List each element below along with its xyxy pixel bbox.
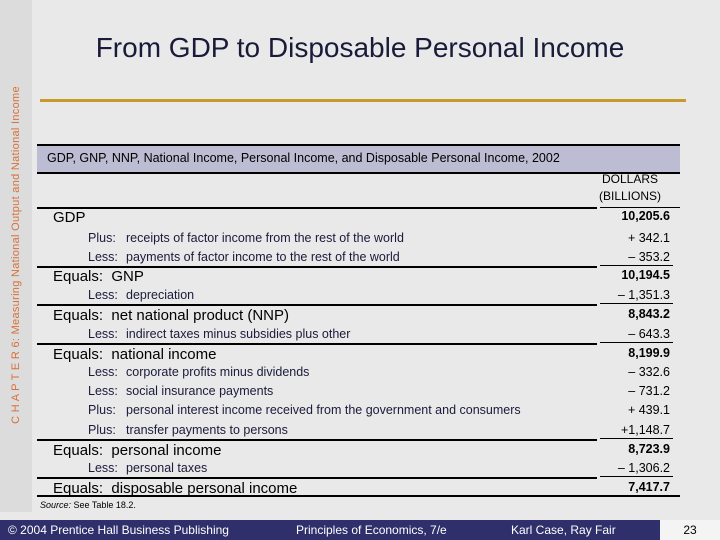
- row-label: net national product (NNP): [111, 307, 289, 324]
- row-label: GNP: [111, 268, 144, 285]
- row-label: national income: [111, 346, 217, 363]
- table-bottom-rule: [37, 495, 680, 497]
- row-prefix: Equals:: [53, 346, 104, 363]
- row-nnp-label: Equals: net national product (NNP): [53, 307, 289, 324]
- column-header: DOLLARS (BILLIONS): [580, 171, 680, 205]
- row-label: receipts of factor income from the rest …: [126, 231, 404, 245]
- footer-copyright: © 2004 Prentice Hall Business Publishing: [8, 523, 229, 537]
- row-prefix: Plus:: [88, 231, 116, 245]
- row-divider: [600, 207, 680, 208]
- row-divider: [37, 343, 597, 345]
- table-heading: GDP, GNP, NNP, National Income, Personal…: [47, 151, 560, 165]
- table-heading-bar: GDP, GNP, NNP, National Income, Personal…: [37, 144, 680, 174]
- row-prefix: Less:: [88, 461, 118, 475]
- row-personal-interest-value: + 439.1: [627, 403, 670, 417]
- row-prefix: Less:: [88, 327, 118, 341]
- row-indirect-taxes-label: Less: indirect taxes minus subsidies plus…: [88, 327, 350, 341]
- row-divider: [37, 439, 597, 441]
- row-disposable-income-value: 7,417.7: [628, 480, 670, 494]
- page-number: 23: [683, 523, 697, 537]
- row-prefix: Less:: [88, 288, 118, 302]
- row-personal-income-label: Equals: personal income: [53, 442, 221, 459]
- row-transfer-payments-label: Plus: transfer payments to persons: [88, 423, 288, 437]
- row-prefix: Plus:: [88, 423, 116, 437]
- source-label: Source:: [40, 500, 72, 510]
- row-label: corporate profits minus dividends: [126, 365, 310, 379]
- row-social-insurance-value: – 731.2: [628, 384, 670, 398]
- subtotal-rule: [600, 438, 673, 439]
- row-label: GDP: [53, 209, 86, 226]
- row-national-income-value: 8,199.9: [628, 346, 670, 360]
- row-label: transfer payments to persons: [126, 423, 288, 437]
- row-gdp-value: 10,205.6: [621, 209, 670, 223]
- row-depreciation-label: Less: depreciation: [88, 288, 194, 302]
- row-prefix: Equals:: [53, 480, 104, 497]
- row-corporate-profits-label: Less: corporate profits minus dividends: [88, 365, 309, 379]
- row-payments-value: – 353.2: [628, 250, 670, 264]
- row-label: depreciation: [126, 288, 195, 302]
- row-personal-taxes-label: Less: personal taxes: [88, 461, 207, 475]
- row-prefix: Equals:: [53, 268, 104, 285]
- row-national-income-label: Equals: national income: [53, 346, 216, 363]
- row-label: payments of factor income to the rest of…: [126, 250, 400, 264]
- row-divider: [37, 477, 597, 479]
- row-prefix: Equals:: [53, 442, 104, 459]
- row-gdp-label: GDP: [53, 209, 86, 226]
- row-prefix: Less:: [88, 384, 118, 398]
- title-divider: [40, 99, 686, 102]
- slide-title: From GDP to Disposable Personal Income: [95, 32, 625, 63]
- row-personal-taxes-value: – 1,306.2: [617, 461, 670, 475]
- row-label: personal taxes: [126, 461, 208, 475]
- row-prefix: Equals:: [53, 307, 104, 324]
- row-personal-income-value: 8,723.9: [628, 442, 670, 456]
- page-number-box: 23: [660, 520, 720, 540]
- subtotal-rule: [600, 476, 673, 477]
- row-label: personal income: [111, 442, 222, 459]
- row-label: disposable personal income: [111, 480, 298, 497]
- source-note: Source: See Table 18.2.: [40, 500, 136, 510]
- row-social-insurance-label: Less: social insurance payments: [88, 384, 273, 398]
- subtotal-rule: [600, 342, 673, 343]
- row-receipts-label: Plus: receipts of factor income from the …: [88, 231, 404, 245]
- row-payments-label: Less: payments of factor income to the re…: [88, 250, 400, 264]
- row-divider: [37, 207, 597, 209]
- row-divider: [37, 304, 597, 306]
- row-divider: [37, 266, 597, 268]
- row-gnp-label: Equals: GNP: [53, 268, 144, 285]
- row-label: indirect taxes minus subsidies plus othe…: [126, 327, 351, 341]
- row-prefix: Less:: [88, 365, 118, 379]
- column-header-line2: (BILLIONS): [598, 189, 661, 203]
- row-nnp-value: 8,843.2: [628, 307, 670, 321]
- footer-book-title: Principles of Economics, 7/e: [296, 523, 447, 537]
- row-prefix: Less:: [88, 250, 118, 264]
- row-depreciation-value: – 1,351.3: [617, 288, 670, 302]
- row-personal-interest-label: Plus: personal interest income received f…: [88, 403, 521, 417]
- subtotal-rule: [600, 265, 673, 266]
- row-indirect-taxes-value: – 643.3: [628, 327, 670, 341]
- row-label: social insurance payments: [126, 384, 274, 398]
- subtotal-rule: [600, 303, 673, 304]
- row-transfer-payments-value: +1,148.7: [620, 423, 670, 437]
- row-corporate-profits-value: – 332.6: [628, 365, 670, 379]
- column-header-line1: DOLLARS: [601, 172, 659, 186]
- source-text: See Table 18.2.: [73, 500, 136, 510]
- row-gnp-value: 10,194.5: [621, 268, 670, 282]
- row-label: personal interest income received from t…: [126, 403, 521, 417]
- footer-authors: Karl Case, Ray Fair: [511, 523, 616, 537]
- chapter-sidebar-text: C H A P T E R 6: Measuring National Outp…: [10, 86, 22, 424]
- row-receipts-value: + 342.1: [627, 231, 670, 245]
- footer-bar: © 2004 Prentice Hall Business Publishing…: [0, 520, 720, 540]
- row-prefix: Plus:: [88, 403, 116, 417]
- chapter-sidebar: C H A P T E R 6: Measuring National Outp…: [0, 0, 32, 512]
- row-disposable-income-label: Equals: disposable personal income: [53, 480, 297, 497]
